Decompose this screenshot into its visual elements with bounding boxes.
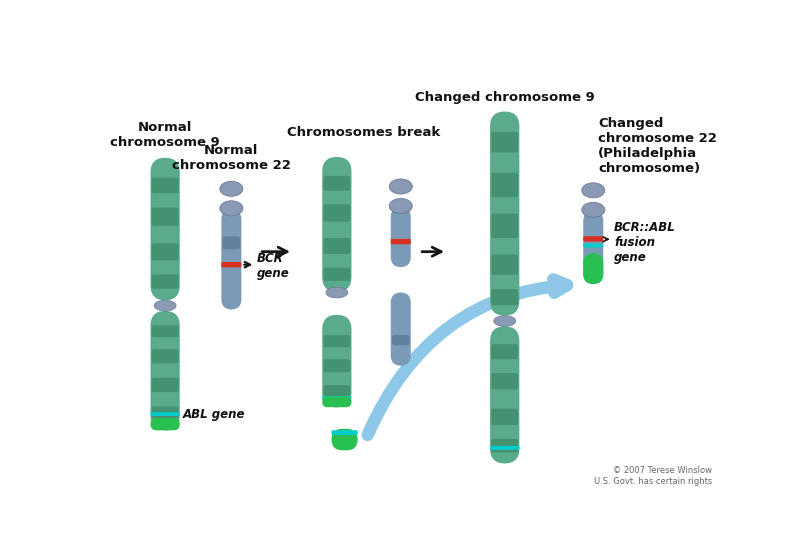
- Text: BCR::ABL
fusion
gene: BCR::ABL fusion gene: [614, 221, 676, 264]
- FancyBboxPatch shape: [490, 111, 519, 316]
- FancyBboxPatch shape: [322, 157, 351, 291]
- Text: Normal
chromosome 22: Normal chromosome 22: [172, 144, 290, 172]
- FancyBboxPatch shape: [152, 243, 178, 260]
- FancyBboxPatch shape: [390, 207, 410, 267]
- Ellipse shape: [390, 179, 412, 194]
- FancyBboxPatch shape: [322, 396, 351, 400]
- FancyBboxPatch shape: [150, 418, 180, 430]
- Text: Normal
chromosome 9: Normal chromosome 9: [110, 121, 220, 149]
- FancyBboxPatch shape: [322, 315, 351, 407]
- FancyBboxPatch shape: [322, 397, 351, 407]
- FancyBboxPatch shape: [583, 236, 603, 241]
- FancyBboxPatch shape: [152, 177, 178, 193]
- FancyBboxPatch shape: [152, 349, 178, 364]
- FancyBboxPatch shape: [323, 238, 350, 254]
- FancyBboxPatch shape: [392, 335, 410, 345]
- FancyBboxPatch shape: [491, 214, 518, 238]
- FancyBboxPatch shape: [491, 255, 518, 275]
- Ellipse shape: [154, 300, 176, 311]
- FancyBboxPatch shape: [323, 359, 350, 372]
- FancyBboxPatch shape: [152, 325, 178, 337]
- FancyBboxPatch shape: [152, 274, 178, 289]
- FancyBboxPatch shape: [583, 244, 603, 247]
- FancyBboxPatch shape: [390, 239, 410, 244]
- FancyBboxPatch shape: [152, 208, 178, 226]
- FancyBboxPatch shape: [331, 429, 358, 450]
- FancyBboxPatch shape: [150, 158, 180, 300]
- FancyBboxPatch shape: [222, 236, 240, 250]
- Text: Changed chromosome 9: Changed chromosome 9: [415, 91, 594, 104]
- FancyBboxPatch shape: [152, 378, 178, 392]
- Text: Chromosomes break: Chromosomes break: [287, 126, 441, 139]
- Ellipse shape: [326, 287, 348, 298]
- Ellipse shape: [494, 316, 516, 326]
- FancyBboxPatch shape: [583, 211, 603, 284]
- FancyBboxPatch shape: [490, 447, 519, 450]
- FancyBboxPatch shape: [150, 311, 180, 430]
- FancyBboxPatch shape: [491, 173, 518, 197]
- FancyBboxPatch shape: [222, 209, 242, 310]
- FancyBboxPatch shape: [323, 204, 350, 222]
- FancyBboxPatch shape: [491, 439, 518, 452]
- FancyBboxPatch shape: [491, 289, 518, 305]
- FancyBboxPatch shape: [323, 385, 350, 396]
- FancyBboxPatch shape: [491, 344, 518, 359]
- Ellipse shape: [220, 181, 243, 196]
- Ellipse shape: [390, 198, 412, 214]
- FancyBboxPatch shape: [323, 335, 350, 347]
- Text: © 2007 Terese Winslow
U.S. Govt. has certain rights: © 2007 Terese Winslow U.S. Govt. has cer…: [594, 466, 712, 486]
- FancyBboxPatch shape: [490, 326, 519, 463]
- Ellipse shape: [582, 183, 605, 198]
- FancyBboxPatch shape: [491, 409, 518, 425]
- Text: Changed
chromosome 22
(Philadelphia
chromosome): Changed chromosome 22 (Philadelphia chro…: [598, 117, 717, 175]
- FancyBboxPatch shape: [222, 262, 242, 267]
- FancyBboxPatch shape: [491, 132, 518, 153]
- Text: ABL gene: ABL gene: [183, 408, 246, 420]
- Text: BCR
gene: BCR gene: [257, 252, 290, 280]
- Ellipse shape: [220, 201, 243, 216]
- FancyBboxPatch shape: [491, 373, 518, 390]
- FancyBboxPatch shape: [152, 407, 178, 418]
- Ellipse shape: [582, 202, 605, 217]
- FancyBboxPatch shape: [331, 430, 358, 435]
- FancyBboxPatch shape: [390, 293, 410, 366]
- FancyBboxPatch shape: [583, 253, 603, 284]
- FancyBboxPatch shape: [323, 176, 350, 191]
- FancyBboxPatch shape: [150, 412, 180, 416]
- FancyBboxPatch shape: [323, 267, 350, 281]
- FancyBboxPatch shape: [490, 446, 519, 450]
